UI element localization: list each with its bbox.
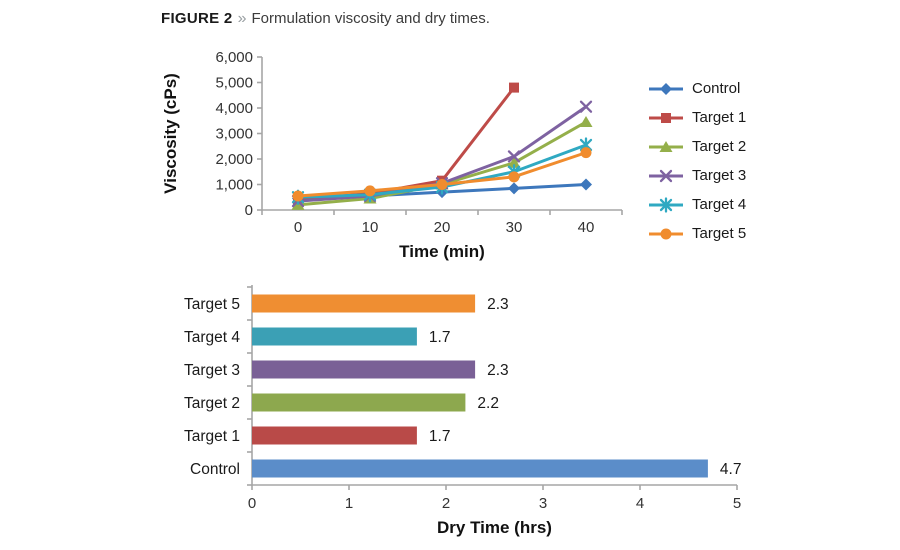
legend-label: Target 5 [692,225,747,242]
series-marker-control [508,182,520,195]
series-marker-target-5 [364,185,376,197]
series-line-target-1 [296,86,516,202]
x-axis-title: Time (min) [399,242,485,261]
series-marker-target-2 [579,116,593,128]
bar-category-label: Target 1 [184,428,240,445]
x-tick-label: 3 [539,495,547,512]
bar-chart-axes [251,285,737,486]
legend-item-target-1: Target 1 [648,103,746,132]
legend-marker-square-icon [649,112,683,123]
legend-marker-diamond-icon [649,82,683,95]
legend-marker-asterisk-icon [649,196,683,213]
bar-category-label: Control [190,461,240,478]
y-axis-title: Viscosity (cPs) [161,73,180,194]
legend-label: Target 4 [692,196,747,213]
bar-category-label: Target 4 [184,329,240,346]
series-marker-target-2 [507,156,521,168]
bar-value-label: 1.7 [429,329,451,346]
bar-value-label: 2.2 [477,395,499,412]
legend-marker-x-icon [649,169,683,182]
legend-item-target-2: Target 2 [648,132,746,161]
y-tick-label: 1,000 [215,177,253,194]
line-chart-legend: Control Target 1 Target 2 Target 3 Target 4 T… [648,74,746,248]
series-marker-target-1 [509,82,519,93]
x-tick-label: 10 [362,219,379,236]
bar-target-2 [252,393,466,412]
diamond-marker [660,82,672,95]
y-tick-label: 2,000 [215,151,253,168]
x-tick-label: 2 [442,495,450,512]
legend-label: Target 2 [692,138,747,155]
x-tick-label: 5 [733,495,741,512]
series-marker-control [580,178,592,191]
figure-caption: Formulation viscosity and dry times. [251,10,490,27]
bar-target-4 [252,327,417,346]
series-marker-target-5 [508,171,520,183]
x-axis-title: Dry Time (hrs) [437,518,552,537]
bar-control [252,459,708,478]
figure-separator-chevrons: » [237,10,247,27]
y-tick-label: 0 [245,202,253,219]
x-tick-label: 0 [248,495,256,512]
legend-marker-triangle-icon [649,140,683,152]
triangle-marker [659,140,673,152]
y-tick-label: 6,000 [215,49,253,66]
legend-label: Target 3 [692,167,747,184]
bar-category-label: Target 3 [184,362,240,379]
y-tick-label: 4,000 [215,100,253,117]
bar-value-label: 2.3 [487,362,509,379]
legend-label: Control [692,80,741,97]
series-marker-target-3 [507,150,521,163]
legend-item-target-5: Target 5 [648,219,746,248]
x-tick-label: 1 [345,495,353,512]
y-tick-label: 5,000 [215,75,253,92]
bar-target-5 [252,294,476,313]
series-marker-target-5 [292,190,304,202]
x-tick-label: 30 [506,219,523,236]
circle-marker [660,228,672,239]
series-marker-target-3 [579,100,593,113]
figure-label: FIGURE 2 [161,10,233,27]
viscosity-line-chart: 0 1,000 2,000 3,000 4,000 5,000 6,000 0 10 20 30 40… [161,49,623,261]
x-marker [659,169,673,182]
x-tick-label: 4 [636,495,644,512]
x-tick-label: 0 [294,219,302,236]
x-tick-label: 20 [434,219,451,236]
bar-target-3 [252,360,476,379]
bar-category-label: Target 2 [184,395,240,412]
legend-label: Target 1 [692,109,747,126]
bar-value-label: 4.7 [720,461,742,478]
bar-target-1 [252,426,417,445]
legend-item-target-4: Target 4 [648,190,746,219]
legend-item-control: Control [648,74,746,103]
series-marker-target-5 [580,147,592,159]
legend-item-target-3: Target 3 [648,161,746,190]
series-marker-target-5 [436,179,448,190]
x-tick-label: 40 [578,219,595,236]
bar-category-label: Target 5 [184,296,240,313]
asterisk-marker [659,196,673,213]
legend-marker-circle-icon [649,228,683,239]
figure-title: FIGURE 2» Formulation viscosity and dry t… [161,10,490,28]
y-tick-label: 3,000 [215,126,253,143]
square-marker [661,112,671,123]
dry-time-bar-chart: 0 1 2 3 4 5 Dry Time (hrs) Target 5 2.3 Target 4 1… [184,285,742,537]
bar-value-label: 1.7 [429,428,451,445]
bar-value-label: 2.3 [487,296,509,313]
